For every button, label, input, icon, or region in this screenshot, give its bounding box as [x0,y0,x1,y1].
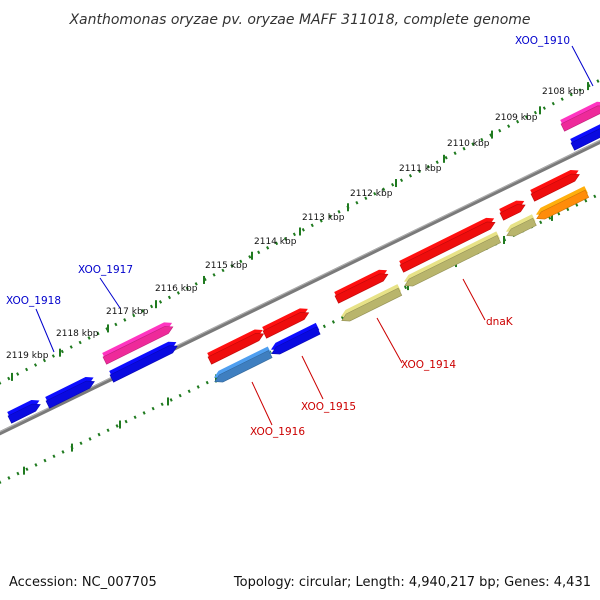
gene-body [499,204,526,221]
gene-dnak[interactable] [403,231,502,287]
gene-xoo-1914[interactable] [340,284,403,322]
scale-label-2115: 2115 kbp [205,261,248,271]
gene-label-xoo-1910[interactable]: XOO_1910 [515,35,570,47]
scale-label-2112: 2112 kbp [350,189,393,199]
leader-xoo-1918 [35,308,55,353]
gene-xoo-1917[interactable] [102,322,174,365]
gene-gene-h[interactable] [535,186,590,220]
gene-body [102,326,174,365]
gene-body [341,287,403,322]
gene-label-xoo-1916[interactable]: XOO_1916 [250,426,305,438]
gene-label-xoo-1918[interactable]: XOO_1918 [6,295,61,307]
gene-label-xoo-1915[interactable]: XOO_1915 [301,401,356,413]
gene-gene-e[interactable] [262,308,310,339]
outer-track-ticks [11,82,589,381]
accession-text: Accession: NC_007705 [9,575,157,590]
gene-gene-f[interactable] [207,329,265,365]
genome-summary-text: Topology: circular; Length: 4,940,217 bp… [233,575,591,590]
gene-xoo-1910b[interactable] [570,124,600,151]
gene-body [214,350,273,383]
scale-labels: 2108 kbp 2109 kbp 2110 kbp 2111 kbp 2112… [6,87,585,361]
gene-xoo-1917b[interactable] [109,341,178,383]
genome-backbone-highlight [0,139,600,433]
gene-body [560,105,600,132]
gene-xoo-1918[interactable] [45,377,95,409]
leader-dnak [462,278,486,321]
gene-body [45,380,95,409]
gene-body [404,234,502,287]
gene-features [7,101,600,424]
gene-body [506,217,537,237]
scale-label-2114: 2114 kbp [254,237,297,247]
leader-xoo-1914 [376,317,403,364]
scale-label-2117: 2117 kbp [106,307,149,317]
gene-gene-a[interactable] [530,170,580,202]
gene-body [7,403,41,424]
gene-label-xoo-1917[interactable]: XOO_1917 [78,264,133,276]
gene-body [262,312,310,339]
gene-gene-b[interactable] [499,200,526,221]
gene-body [109,345,178,383]
genome-backbone [0,139,600,436]
gene-gene-d[interactable] [334,269,389,304]
gene-labels: XOO_1910 XOO_1917 XOO_1918 dnaK XOO_1914… [6,35,570,438]
gene-body [399,221,496,273]
map-title: Xanthomonas oryzae pv. oryzae MAFF 31101… [68,12,530,28]
gene-body [536,189,590,220]
gene-body [207,333,265,365]
scale-label-2116: 2116 kbp [155,284,198,294]
gene-label-dnak[interactable]: dnaK [486,316,514,328]
scale-label-2119: 2119 kbp [6,351,49,361]
gene-body [530,173,580,202]
gene-xoo-1910[interactable] [560,101,600,132]
gene-xoo-1916[interactable] [213,346,273,383]
gene-xoo-1915[interactable] [270,322,321,355]
scale-label-2118: 2118 kbp [56,329,99,339]
scale-label-2109: 2109 kbp [495,113,538,123]
scale-label-2113: 2113 kbp [302,213,345,223]
gene-body [271,326,321,355]
scale-label-2111: 2111 kbp [399,164,442,174]
gene-gene-g[interactable] [7,400,41,424]
gene-body [334,273,389,304]
scale-label-2110: 2110 kbp [447,139,490,149]
leader-xoo-1916 [251,381,273,426]
scale-label-2108: 2108 kbp [542,87,585,97]
leader-xoo-1917 [99,277,121,309]
leader-xoo-1915 [301,355,324,400]
gene-gene-c[interactable] [399,217,496,273]
gene-leaders [35,45,594,426]
gene-gene-i[interactable] [505,214,537,237]
gene-label-xoo-1914[interactable]: XOO_1914 [401,359,456,371]
leader-xoo-1910 [571,45,594,87]
gene-body [570,128,600,151]
